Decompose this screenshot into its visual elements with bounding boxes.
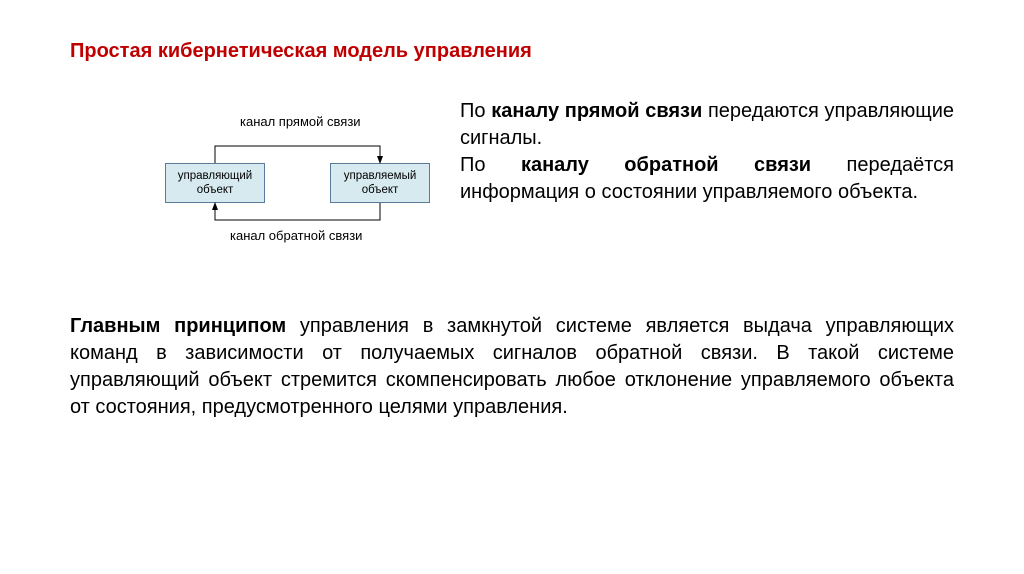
diagram: канал прямой связи управляющий объект уп… [70, 98, 430, 268]
rp-bold1: каналу прямой связи [491, 100, 702, 122]
right-paragraph: По каналу прямой связи передаются управл… [460, 98, 954, 268]
rp-seg3: По [460, 154, 521, 176]
diagram-label-bottom: канал обратной связи [230, 228, 362, 243]
rp-bold2: каналу обратной связи [521, 154, 811, 176]
rp-seg1: По [460, 100, 491, 122]
lp-bold: Главным принципом [70, 315, 286, 337]
lower-paragraph: Главным принципом управления в замкнутой… [70, 313, 954, 421]
page-title: Простая кибернетическая модель управлени… [70, 40, 954, 63]
upper-row: канал прямой связи управляющий объект уп… [70, 98, 954, 268]
